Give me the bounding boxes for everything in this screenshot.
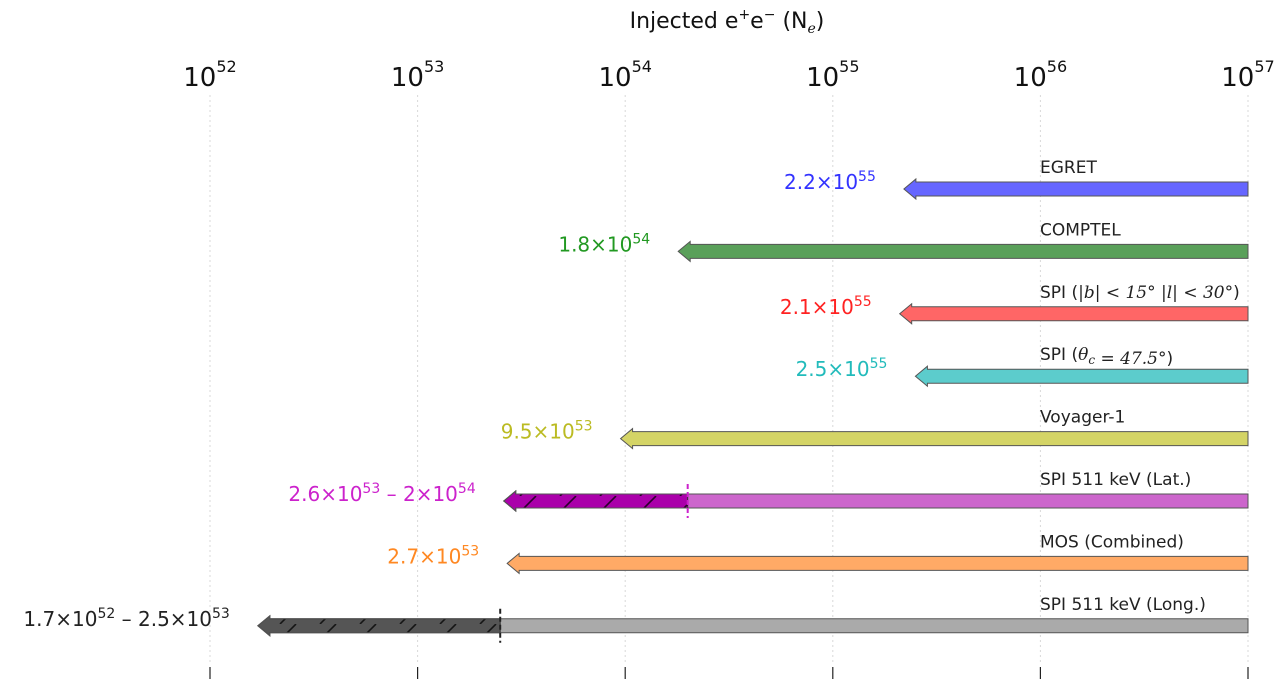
series-name: MOS (Combined) bbox=[1040, 532, 1184, 552]
arrow-shaft bbox=[898, 302, 1249, 325]
arrow-6 bbox=[502, 484, 1249, 518]
arrow-shaft bbox=[914, 365, 1249, 388]
arrow-range-hatch bbox=[257, 615, 501, 636]
arrow-2 bbox=[677, 240, 1249, 263]
value-label: 1.8×1054 bbox=[558, 231, 650, 256]
series-name: SPI 511 keV (Lat.) bbox=[1040, 470, 1191, 490]
arrow-3 bbox=[898, 302, 1249, 325]
x-tick-label: 1053 bbox=[391, 57, 444, 93]
x-tick-label: 1056 bbox=[1014, 57, 1067, 93]
arrow-outline bbox=[257, 614, 1249, 637]
series-name: SPI 511 keV (Long.) bbox=[1040, 595, 1206, 615]
value-label: 2.6×1053 – 2×1054 bbox=[288, 481, 475, 506]
arrow-shaft bbox=[500, 618, 1248, 633]
arrow-8 bbox=[257, 608, 1249, 643]
series-name: COMPTEL bbox=[1040, 220, 1121, 240]
arrow-range-hatch bbox=[503, 491, 688, 511]
x-axis-label: Injected e+e− (Ne) bbox=[630, 7, 825, 37]
arrow-shaft bbox=[619, 427, 1249, 450]
x-tick-label: 1055 bbox=[806, 57, 859, 93]
x-tick-labels: 1052 1053 1054 1055 1056 1057 bbox=[183, 57, 1274, 93]
value-label: 2.7×1053 bbox=[387, 543, 479, 568]
value-label: 9.5×1053 bbox=[501, 419, 593, 444]
arrow-1 bbox=[903, 177, 1249, 201]
arrow-shaft bbox=[687, 494, 1248, 508]
series-name: SPI (|b| < 15° |l| < 30°) bbox=[1040, 283, 1240, 303]
arrow-shaft bbox=[506, 552, 1249, 575]
x-tick-label: 1054 bbox=[598, 57, 651, 93]
arrow-7 bbox=[506, 552, 1249, 575]
value-label: 2.2×1055 bbox=[784, 169, 876, 194]
series-name: SPI (θc = 47.5°) bbox=[1040, 345, 1173, 369]
arrow-shaft bbox=[903, 177, 1249, 201]
value-label: 1.7×1052 – 2.5×1053 bbox=[23, 606, 229, 631]
x-tick-label: 1052 bbox=[183, 57, 236, 93]
arrow-outline bbox=[502, 489, 1249, 513]
arrow-shaft bbox=[677, 240, 1249, 263]
x-tick-label: 1057 bbox=[1221, 57, 1274, 93]
value-label: 2.1×1055 bbox=[780, 294, 872, 319]
value-label: 2.5×1055 bbox=[796, 356, 888, 381]
series-arrows bbox=[257, 177, 1249, 643]
arrow-4 bbox=[914, 365, 1249, 388]
series-labels: EGRET 2.2×1055 COMPTEL 1.8×1054 SPI (|b| < 1… bbox=[23, 158, 1239, 631]
arrow-5 bbox=[619, 427, 1249, 450]
series-name: EGRET bbox=[1040, 158, 1097, 178]
series-name: Voyager-1 bbox=[1040, 408, 1125, 428]
